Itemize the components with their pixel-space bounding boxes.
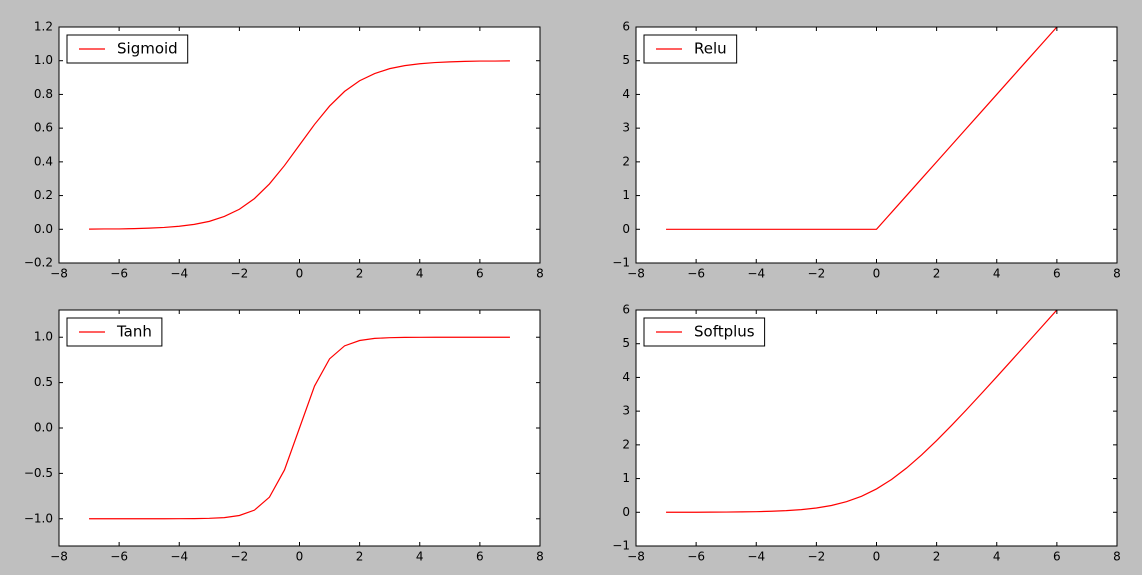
y-tick-label: −1 xyxy=(612,539,630,553)
x-tick-label: 8 xyxy=(1113,267,1121,281)
x-tick-label: −4 xyxy=(747,267,765,281)
y-tick-label: −1.0 xyxy=(24,511,53,525)
x-tick-label: −8 xyxy=(627,267,645,281)
x-tick-label: 2 xyxy=(356,267,364,281)
y-tick-label: 6 xyxy=(622,20,630,34)
x-tick-label: 2 xyxy=(933,550,941,564)
legend: Tanh xyxy=(66,317,163,347)
x-tick-label: 6 xyxy=(1053,550,1061,564)
x-tick-label: 6 xyxy=(1053,267,1061,281)
x-tick-label: −4 xyxy=(747,550,765,564)
x-tick-label: −2 xyxy=(808,550,826,564)
x-tick-label: 4 xyxy=(416,550,424,564)
x-tick-label: −2 xyxy=(231,550,249,564)
x-tick-label: −4 xyxy=(170,267,188,281)
subplot: −8 −6 −4 −2 0 2 4 6 8 −1.0 −0.5 0.0 0.5 1.0 Tanh xyxy=(24,309,544,564)
legend-label: Sigmoid xyxy=(117,40,178,58)
x-tick-label: 0 xyxy=(296,550,304,564)
y-tick-label: −0.2 xyxy=(24,256,53,270)
y-tick-label: 4 xyxy=(622,87,630,101)
axes-frame xyxy=(58,26,541,264)
y-tick-label: 3 xyxy=(622,121,630,135)
y-tick-label: 0.5 xyxy=(34,375,53,389)
x-tick-label: 8 xyxy=(1113,550,1121,564)
axes-frame xyxy=(635,26,1118,264)
line-series xyxy=(89,60,510,230)
x-tick-label: 2 xyxy=(933,267,941,281)
x-tick-label: 4 xyxy=(993,267,1001,281)
x-tick-label: −6 xyxy=(110,267,128,281)
y-tick-label: 2 xyxy=(622,437,630,451)
y-tick-label: 5 xyxy=(622,53,630,67)
y-tick-label: 1 xyxy=(622,471,630,485)
x-tick-label: 0 xyxy=(296,267,304,281)
y-tick-label: 1.0 xyxy=(34,330,53,344)
legend-label: Tanh xyxy=(116,323,152,341)
legend-label: Softplus xyxy=(694,323,755,341)
y-tick-label: 0 xyxy=(622,222,630,236)
x-tick-label: 0 xyxy=(873,267,881,281)
legend-label: Relu xyxy=(694,40,727,58)
y-tick-label: 6 xyxy=(622,303,630,317)
x-tick-label: −6 xyxy=(687,550,705,564)
x-tick-label: 8 xyxy=(536,550,544,564)
y-tick-label: 0.0 xyxy=(34,222,53,236)
x-tick-label: 6 xyxy=(476,267,484,281)
x-tick-label: 4 xyxy=(993,550,1001,564)
x-tick-label: 2 xyxy=(356,550,364,564)
x-tick-label: −2 xyxy=(231,267,249,281)
y-tick-label: 5 xyxy=(622,336,630,350)
x-tick-label: −8 xyxy=(50,267,68,281)
x-tick-label: −8 xyxy=(50,550,68,564)
y-tick-label: 0 xyxy=(622,505,630,519)
legend: Relu xyxy=(643,34,738,64)
y-tick-label: 2 xyxy=(622,154,630,168)
plot-area xyxy=(636,27,1117,263)
x-tick-label: 4 xyxy=(416,267,424,281)
x-tick-label: 8 xyxy=(536,267,544,281)
y-tick-label: 1.2 xyxy=(34,20,53,34)
x-tick-label: −2 xyxy=(808,267,826,281)
axes-frame xyxy=(635,309,1118,547)
x-tick-label: −6 xyxy=(110,550,128,564)
plot-area xyxy=(636,310,1117,546)
subplot: −8 −6 −4 −2 0 2 4 6 8 −0.2 0.0 0.2 0.4 0.6 0.8 1.0 1.2 Si… xyxy=(24,20,544,281)
x-tick-label: −8 xyxy=(627,550,645,564)
line-series xyxy=(89,336,510,520)
y-tick-label: 0.2 xyxy=(34,188,53,202)
y-tick-label: 0.4 xyxy=(34,154,53,168)
x-tick-label: −4 xyxy=(170,550,188,564)
y-tick-label: 0.6 xyxy=(34,121,53,135)
subplot: −8 −6 −4 −2 0 2 4 6 8 −1 0 1 2 3 4 5 6 Softplus xyxy=(612,303,1121,564)
x-tick-label: 6 xyxy=(476,550,484,564)
axes-frame xyxy=(58,309,541,547)
line-series xyxy=(666,27,1058,230)
y-tick-label: 4 xyxy=(622,370,630,384)
y-tick-label: −1 xyxy=(612,256,630,270)
x-tick-label: 0 xyxy=(873,550,881,564)
y-tick-label: 0.0 xyxy=(34,421,53,435)
y-tick-label: −0.5 xyxy=(24,466,53,480)
subplot: −8 −6 −4 −2 0 2 4 6 8 −1 0 1 2 3 4 5 6 Relu xyxy=(612,20,1121,281)
x-tick-label: −6 xyxy=(687,267,705,281)
legend: Softplus xyxy=(643,317,766,347)
line-series xyxy=(666,310,1058,513)
y-tick-label: 3 xyxy=(622,404,630,418)
legend: Sigmoid xyxy=(66,34,189,64)
y-tick-label: 0.8 xyxy=(34,87,53,101)
y-tick-label: 1 xyxy=(622,188,630,202)
y-tick-label: 1.0 xyxy=(34,53,53,67)
